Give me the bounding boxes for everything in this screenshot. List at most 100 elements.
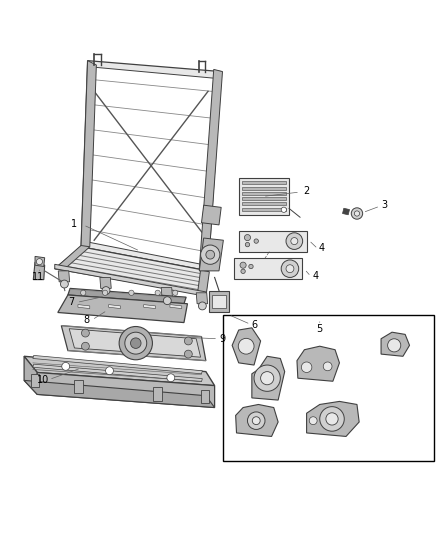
Polygon shape xyxy=(69,329,201,357)
Circle shape xyxy=(125,332,147,354)
Text: 3: 3 xyxy=(381,200,388,210)
Text: 2: 2 xyxy=(304,186,310,196)
Circle shape xyxy=(286,233,303,249)
Polygon shape xyxy=(81,61,96,247)
Polygon shape xyxy=(297,346,339,381)
Circle shape xyxy=(245,243,250,247)
Polygon shape xyxy=(24,381,215,408)
Circle shape xyxy=(184,350,192,358)
Circle shape xyxy=(129,290,134,295)
Polygon shape xyxy=(61,326,206,361)
Polygon shape xyxy=(242,197,286,200)
Circle shape xyxy=(198,302,206,310)
Circle shape xyxy=(249,264,253,269)
Circle shape xyxy=(102,290,108,295)
Polygon shape xyxy=(252,356,285,400)
Polygon shape xyxy=(232,328,261,365)
Circle shape xyxy=(309,417,317,425)
Polygon shape xyxy=(381,332,410,356)
Polygon shape xyxy=(161,287,173,298)
Polygon shape xyxy=(242,181,286,184)
Circle shape xyxy=(320,407,344,431)
Polygon shape xyxy=(201,205,221,225)
Circle shape xyxy=(206,251,215,259)
Circle shape xyxy=(291,238,298,245)
Circle shape xyxy=(240,262,246,268)
Polygon shape xyxy=(242,203,286,205)
Polygon shape xyxy=(35,256,45,266)
Circle shape xyxy=(388,339,401,352)
Polygon shape xyxy=(58,271,70,282)
Polygon shape xyxy=(199,69,223,271)
Polygon shape xyxy=(153,387,162,400)
Circle shape xyxy=(281,260,299,278)
Circle shape xyxy=(81,342,89,350)
Polygon shape xyxy=(24,356,37,394)
Polygon shape xyxy=(234,258,302,279)
Text: 10: 10 xyxy=(37,375,49,384)
Circle shape xyxy=(155,290,160,295)
Polygon shape xyxy=(33,356,202,374)
Polygon shape xyxy=(33,364,202,382)
Circle shape xyxy=(62,362,70,370)
Circle shape xyxy=(241,269,245,273)
Polygon shape xyxy=(55,246,90,270)
Circle shape xyxy=(167,374,175,382)
Polygon shape xyxy=(55,247,208,295)
Polygon shape xyxy=(239,231,307,252)
Circle shape xyxy=(354,211,360,216)
Polygon shape xyxy=(197,270,209,297)
Polygon shape xyxy=(223,314,434,462)
Text: 1: 1 xyxy=(71,219,78,229)
Circle shape xyxy=(301,362,312,373)
Polygon shape xyxy=(242,192,286,195)
Circle shape xyxy=(244,235,251,241)
Text: 9: 9 xyxy=(219,334,226,344)
Circle shape xyxy=(351,208,363,219)
Polygon shape xyxy=(31,374,39,387)
Polygon shape xyxy=(81,61,221,271)
Text: 4: 4 xyxy=(312,271,318,281)
Polygon shape xyxy=(109,304,120,309)
Circle shape xyxy=(323,362,332,371)
Circle shape xyxy=(326,413,338,425)
Polygon shape xyxy=(201,390,209,403)
Polygon shape xyxy=(242,207,286,211)
Polygon shape xyxy=(90,67,214,264)
Polygon shape xyxy=(100,278,111,288)
Circle shape xyxy=(81,290,86,295)
Polygon shape xyxy=(307,401,359,437)
Circle shape xyxy=(60,280,68,288)
Circle shape xyxy=(106,367,113,375)
Text: 11: 11 xyxy=(32,272,45,282)
Polygon shape xyxy=(343,208,350,215)
Polygon shape xyxy=(242,187,286,190)
Text: 6: 6 xyxy=(252,320,258,330)
Polygon shape xyxy=(74,379,83,393)
Polygon shape xyxy=(24,356,215,386)
Polygon shape xyxy=(239,178,289,215)
Circle shape xyxy=(254,365,280,391)
Text: 7: 7 xyxy=(68,297,74,308)
Polygon shape xyxy=(68,288,186,304)
Circle shape xyxy=(184,337,192,345)
Circle shape xyxy=(163,297,171,304)
Polygon shape xyxy=(199,238,223,271)
Polygon shape xyxy=(144,304,155,309)
Polygon shape xyxy=(37,373,215,408)
Circle shape xyxy=(131,338,141,349)
Polygon shape xyxy=(209,290,229,312)
Polygon shape xyxy=(78,304,90,309)
Text: 5: 5 xyxy=(317,324,323,334)
Polygon shape xyxy=(58,295,187,322)
Circle shape xyxy=(173,290,178,295)
Circle shape xyxy=(247,412,265,430)
Circle shape xyxy=(254,239,258,243)
Circle shape xyxy=(201,245,220,264)
Text: 8: 8 xyxy=(84,315,90,325)
Circle shape xyxy=(119,327,152,360)
Circle shape xyxy=(261,372,274,385)
Circle shape xyxy=(102,287,110,295)
Polygon shape xyxy=(196,293,208,304)
Polygon shape xyxy=(55,264,206,296)
